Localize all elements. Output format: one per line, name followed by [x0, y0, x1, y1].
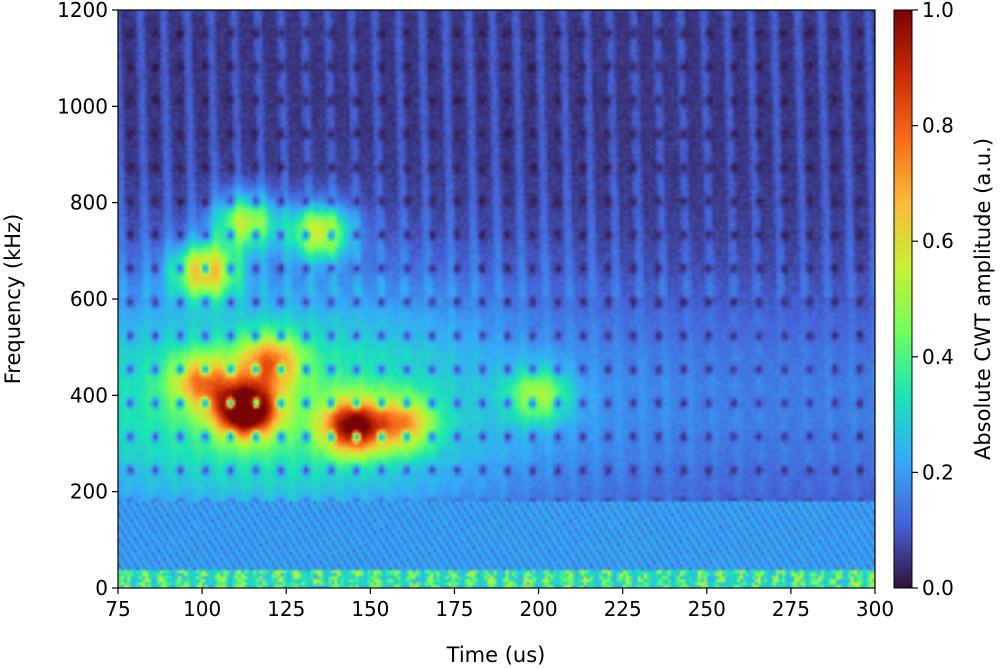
x-tick-label: 225 [604, 597, 642, 621]
x-axis-label: Time (us) [446, 643, 546, 667]
colorbar-tick-label: 0.8 [922, 114, 954, 138]
y-axis-label: Frequency (kHz) [1, 214, 25, 385]
colorbar-label: Absolute CWT amplitude (a.u.) [971, 138, 995, 460]
colorbar-tick-label: 1.0 [922, 0, 954, 22]
x-tick-label: 175 [435, 597, 473, 621]
x-axis: 75 100 125 150 175 200 225 250 275 300 [105, 588, 894, 621]
colorbar-tick-label: 0.2 [922, 460, 954, 484]
x-tick-label: 100 [183, 597, 221, 621]
colorbar [893, 9, 913, 589]
x-tick-label: 150 [351, 597, 389, 621]
y-tick-label: 0 [95, 576, 108, 600]
y-axis: 0 200 400 600 800 1000 1200 [57, 0, 118, 600]
y-tick-label: 200 [70, 480, 108, 504]
y-tick-label: 400 [70, 383, 108, 407]
y-tick-label: 600 [70, 287, 108, 311]
heatmap-image [118, 10, 875, 588]
x-tick-label: 200 [519, 597, 557, 621]
x-tick-label: 275 [772, 597, 810, 621]
y-tick-label: 1000 [57, 94, 108, 118]
colorbar-tick-label: 0.4 [922, 345, 954, 369]
x-tick-label: 125 [267, 597, 305, 621]
x-tick-label: 250 [688, 597, 726, 621]
y-tick-label: 1200 [57, 0, 108, 22]
colorbar-axis: 0.0 0.2 0.4 0.6 0.8 1.0 [912, 0, 954, 600]
x-tick-label: 75 [105, 597, 130, 621]
x-tick-label: 300 [856, 597, 894, 621]
colorbar-tick-label: 0.6 [922, 229, 954, 253]
colorbar-tick-label: 0.0 [922, 576, 954, 600]
y-tick-label: 800 [70, 191, 108, 215]
heatmap-area [118, 10, 875, 588]
